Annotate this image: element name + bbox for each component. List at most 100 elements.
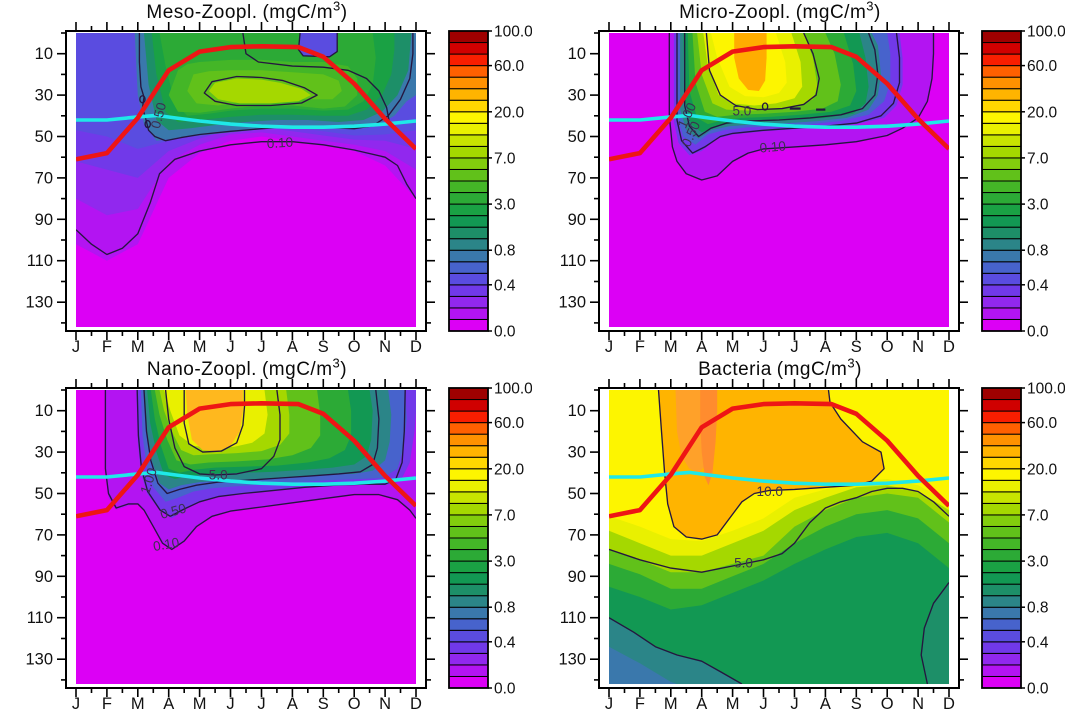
contour-lines bbox=[76, 33, 416, 256]
colorbar-tick-label: 20.0 bbox=[494, 461, 525, 478]
panel-bacteria: 10.0 5.0 J F M A M J J A S O N D 10 30 50 70 90 110 130 0.0 0.… bbox=[533, 357, 1065, 715]
month-tick-label: A bbox=[696, 338, 707, 356]
svg-text:5.0: 5.0 bbox=[733, 103, 752, 118]
panel-title-text: Bacteria bbox=[698, 359, 772, 380]
month-tick-label: M bbox=[664, 338, 678, 356]
month-tick-label: J bbox=[605, 338, 613, 356]
axes bbox=[57, 379, 435, 697]
overlay-curves bbox=[609, 401, 949, 519]
depth-tick-label: 70 bbox=[568, 169, 586, 187]
depth-tick-label: 70 bbox=[35, 169, 53, 187]
depth-tick-label: 130 bbox=[25, 294, 53, 312]
overlay-curves bbox=[609, 44, 949, 162]
svg-text:5.0: 5.0 bbox=[209, 467, 228, 482]
depth-tick-label: 130 bbox=[25, 651, 53, 669]
overlay-curves bbox=[76, 401, 416, 519]
depth-tick-label: 110 bbox=[27, 252, 53, 270]
panel-title-text: Meso-Zoopl. bbox=[146, 2, 258, 23]
panel-title-units: (mgC/m3) bbox=[795, 0, 881, 23]
depth-tick-label: 50 bbox=[35, 128, 53, 146]
depth-tick-label: 30 bbox=[35, 444, 53, 462]
filled-contour-field bbox=[76, 390, 416, 684]
month-tick-label: J bbox=[226, 338, 234, 356]
panel-title-bacteria: Bacteria (mgC/m3) bbox=[599, 355, 961, 381]
colorbar-tick-label: 60.0 bbox=[494, 415, 525, 432]
svg-text:10.0: 10.0 bbox=[757, 484, 783, 499]
colorbar-tick-label: 0.0 bbox=[1027, 681, 1049, 698]
panel-title-text: Nano-Zoopl. bbox=[146, 359, 257, 380]
month-tick-label: A bbox=[696, 695, 707, 713]
depth-tick-label: 130 bbox=[558, 651, 586, 669]
colorbar-tick-label: 0.8 bbox=[494, 243, 516, 260]
colorbar-tick-label: 0.4 bbox=[494, 634, 516, 651]
month-tick-label: N bbox=[912, 338, 924, 356]
colorbar-tick-label: 3.0 bbox=[1027, 554, 1049, 571]
colorbar-tick-label: 7.0 bbox=[494, 507, 516, 524]
colorbar: 0.0 0.4 0.8 3.0 7.0 20.0 60.0 100.0 bbox=[448, 24, 533, 341]
red-depth-curve bbox=[609, 44, 949, 162]
month-tick-label: O bbox=[881, 695, 894, 713]
month-tick-label: J bbox=[790, 695, 798, 713]
month-tick-label: M bbox=[193, 695, 207, 713]
colorbar-tick-label: 7.0 bbox=[1027, 150, 1049, 167]
depth-tick-label: 50 bbox=[568, 485, 586, 503]
depth-tick-label: 110 bbox=[560, 609, 586, 627]
month-tick-label: J bbox=[605, 695, 613, 713]
colorbar-tick-label: 3.0 bbox=[494, 197, 516, 214]
overlay-curves bbox=[76, 44, 416, 162]
red-depth-curve bbox=[76, 44, 416, 162]
panel-title-units: (mgC/m3) bbox=[262, 0, 348, 23]
colorbar: 0.0 0.4 0.8 3.0 7.0 20.0 60.0 100.0 bbox=[981, 24, 1065, 341]
depth-tick-label: 50 bbox=[35, 485, 53, 503]
colorbar-tick-label: 100.0 bbox=[1027, 24, 1065, 41]
month-tick-label: S bbox=[851, 695, 862, 713]
axes bbox=[57, 22, 435, 340]
colorbar-tick-label: 0.4 bbox=[1027, 634, 1049, 651]
month-tick-label: N bbox=[379, 338, 391, 356]
colorbar-tick-label: 60.0 bbox=[494, 58, 525, 75]
month-tick-label: O bbox=[881, 338, 894, 356]
panel-title-units: (mgC/m3) bbox=[776, 355, 862, 380]
colorbar-tick-label: 3.0 bbox=[1027, 197, 1049, 214]
colorbar-tick-label: 0.8 bbox=[1027, 243, 1049, 260]
colorbar-tick-label: 60.0 bbox=[1027, 415, 1058, 432]
month-tick-label: J bbox=[759, 695, 767, 713]
month-tick-label: F bbox=[635, 338, 645, 356]
panel-meso-zoopl: 0.10 0.50 J F M A M J J A S O N D 10 30 50 70 90 110 130 0.0 0… bbox=[0, 0, 533, 358]
colorbar-tick-label: 20.0 bbox=[494, 104, 525, 121]
month-tick-label: D bbox=[943, 338, 955, 356]
month-tick-label: J bbox=[790, 338, 798, 356]
svg-text:0.10: 0.10 bbox=[152, 535, 180, 554]
colorbar-tick-label: 0.0 bbox=[494, 681, 516, 698]
month-tick-label: J bbox=[759, 338, 767, 356]
colorbar-tick-label: 20.0 bbox=[1027, 104, 1058, 121]
month-tick-label: D bbox=[410, 695, 422, 713]
month-tick-label: F bbox=[102, 338, 112, 356]
month-tick-label: A bbox=[163, 695, 174, 713]
depth-tick-label: 110 bbox=[27, 609, 53, 627]
depth-tick-label: 110 bbox=[560, 252, 586, 270]
colorbar-tick-label: 0.0 bbox=[494, 324, 516, 341]
contour-labels: 0.10 0.50 bbox=[148, 101, 294, 151]
panel-title-units: (mgC/m3) bbox=[261, 355, 348, 380]
month-tick-label: S bbox=[318, 338, 329, 356]
axes bbox=[590, 22, 968, 340]
month-tick-label: O bbox=[348, 695, 361, 713]
depth-tick-label: 30 bbox=[568, 87, 586, 105]
month-tick-label: J bbox=[226, 695, 234, 713]
colorbar-tick-label: 20.0 bbox=[1027, 461, 1058, 478]
red-depth-curve bbox=[76, 401, 416, 519]
month-tick-label: D bbox=[943, 695, 955, 713]
month-tick-label: S bbox=[851, 338, 862, 356]
colorbar-tick-label: 100.0 bbox=[494, 24, 532, 41]
depth-tick-label: 90 bbox=[568, 568, 586, 586]
red-depth-curve bbox=[609, 401, 949, 519]
depth-tick-label: 30 bbox=[568, 444, 586, 462]
panel-title-micro-zoopl: Micro-Zoopl. (mgC/m3) bbox=[599, 0, 961, 24]
